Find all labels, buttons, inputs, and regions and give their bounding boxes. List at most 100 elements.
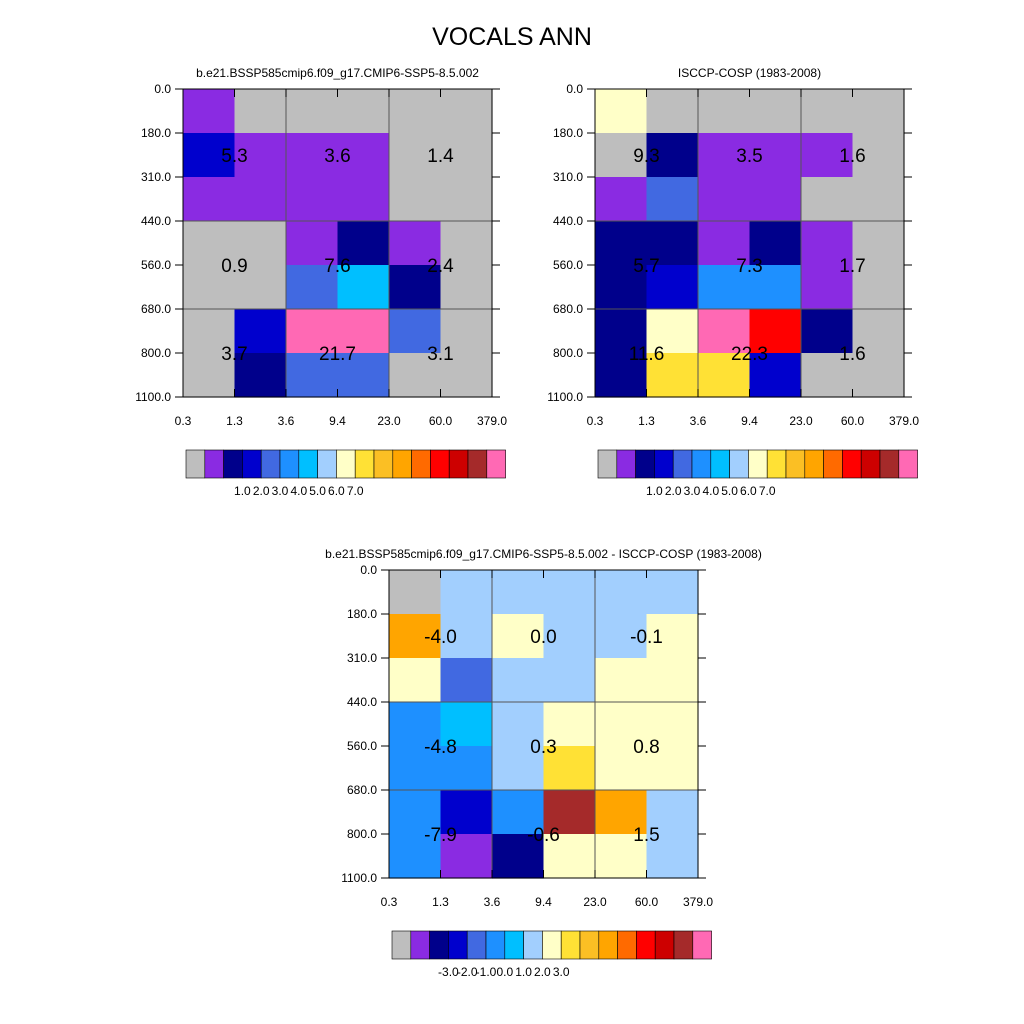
x-tick-label: 60.0 — [635, 895, 659, 909]
heatmap-cell — [595, 309, 648, 354]
colorbar-swatch — [504, 930, 524, 960]
heatmap-cell — [234, 265, 287, 310]
heatmap-cell — [801, 177, 854, 222]
heatmap-cell — [337, 133, 390, 178]
box-value-label: 0.3 — [530, 737, 556, 758]
heatmap-cell — [646, 570, 699, 615]
y-tick-label: 180.0 — [553, 126, 583, 140]
box-value-label: 7.3 — [736, 256, 762, 277]
x-tick-label: 23.0 — [377, 414, 401, 428]
x-tick-label: 9.4 — [329, 414, 346, 428]
heatmap-cell — [543, 790, 596, 835]
heatmap-cell — [595, 177, 648, 222]
colorbar-swatch — [898, 449, 918, 479]
x-tick-label: 0.3 — [175, 414, 192, 428]
heatmap-cell — [852, 133, 905, 178]
heatmap-cell — [337, 265, 390, 310]
heatmap-cell — [286, 309, 339, 354]
y-tick-label: 0.0 — [566, 82, 583, 96]
box-value-label: 1.5 — [633, 825, 659, 846]
heatmap-cell — [595, 614, 648, 659]
heatmap-cell — [234, 309, 287, 354]
colorbar-swatch — [823, 449, 843, 479]
heatmap-cell — [852, 221, 905, 266]
colorbar-swatch — [392, 449, 412, 479]
heatmap-cell — [492, 834, 545, 879]
heatmap-cell — [234, 133, 287, 178]
heatmap-cell — [440, 309, 493, 354]
heatmap-cell — [183, 265, 236, 310]
heatmap-cell — [492, 702, 545, 747]
heatmap-cell — [389, 177, 442, 222]
colorbar-label: -1.0 — [476, 965, 497, 979]
box-value-label: 5.7 — [633, 256, 659, 277]
heatmap-cell — [543, 614, 596, 659]
box-value-label: -7.9 — [424, 825, 457, 846]
colorbar-swatch — [579, 930, 600, 960]
heatmap-cell — [543, 746, 596, 791]
y-tick-label: 0.0 — [154, 82, 171, 96]
heatmap-cell — [183, 309, 236, 354]
heatmap-cell — [286, 265, 339, 310]
panel-title: b.e21.BSSP585cmip6.f09_g17.CMIP6-SSP5-8.… — [325, 547, 762, 561]
colorbar-swatch — [448, 449, 469, 479]
colorbar-swatch — [430, 449, 450, 479]
colorbar-swatch — [410, 930, 430, 960]
colorbar-label: 7.0 — [347, 484, 364, 498]
x-tick-label: 3.6 — [690, 414, 707, 428]
box-value-label: 0.0 — [530, 627, 556, 648]
heatmap-cell — [595, 746, 648, 791]
colorbar-swatch — [860, 449, 881, 479]
x-tick-label: 9.4 — [535, 895, 552, 909]
colorbar-swatch — [523, 930, 543, 960]
y-tick-label: 180.0 — [141, 126, 171, 140]
heatmap-cell — [234, 221, 287, 266]
heatmap-cell — [389, 221, 442, 266]
colorbar-swatch — [748, 449, 768, 479]
colorbar-label: 1.0 — [234, 484, 251, 498]
colorbar-swatch — [542, 930, 562, 960]
y-tick-label: 0.0 — [360, 563, 377, 577]
panel-observation: ISCCP-COSP (1983-2008) 9.3 3.5 1.6 5.7 7.3 1.7… — [547, 66, 919, 498]
y-tick-label: 800.0 — [141, 346, 171, 360]
heatmap-cell — [492, 790, 545, 835]
heatmap-cell — [440, 177, 493, 222]
colorbar-label: 3.0 — [272, 484, 289, 498]
heatmap-cell — [286, 133, 339, 178]
heatmap-cell — [440, 89, 493, 134]
colorbar-swatch — [411, 449, 431, 479]
colorbar-swatch — [467, 449, 488, 479]
box-value-label: -0.1 — [630, 627, 663, 648]
colorbar-swatch — [879, 449, 900, 479]
heatmap-cell — [183, 353, 236, 398]
box-value-label: 2.4 — [427, 256, 454, 277]
y-tick-label: 800.0 — [553, 346, 583, 360]
figure-title: VOCALS ANN — [432, 23, 592, 51]
box-value-label: 21.7 — [319, 344, 356, 365]
box-value-label: 1.4 — [427, 146, 454, 167]
x-tick-label: 9.4 — [741, 414, 758, 428]
y-tick-label: 680.0 — [141, 302, 171, 316]
panel-model: b.e21.BSSP585cmip6.f09_g17.CMIP6-SSP5-8.… — [135, 66, 507, 498]
heatmap-cell — [389, 746, 442, 791]
colorbar-swatch — [204, 449, 224, 479]
y-tick-label: 440.0 — [141, 214, 171, 228]
heatmap-cell — [337, 353, 390, 398]
heatmap-cell — [389, 309, 442, 354]
heatmap-cell — [749, 265, 802, 310]
heatmap-cell — [183, 177, 236, 222]
heatmap-cell — [389, 834, 442, 879]
heatmap-cell — [801, 353, 854, 398]
heatmap-cell — [698, 133, 751, 178]
heatmap-cell — [492, 614, 545, 659]
heatmap-cell — [646, 353, 699, 398]
colorbar-swatch — [617, 930, 637, 960]
heatmap-cell — [234, 353, 287, 398]
heatmap-cell — [389, 790, 442, 835]
heatmap-cell — [852, 265, 905, 310]
colorbar-swatch — [317, 449, 337, 479]
colorbar-swatch — [336, 449, 356, 479]
heatmap-cell — [646, 658, 699, 703]
heatmap-cell — [492, 658, 545, 703]
y-tick-label: 440.0 — [347, 695, 377, 709]
